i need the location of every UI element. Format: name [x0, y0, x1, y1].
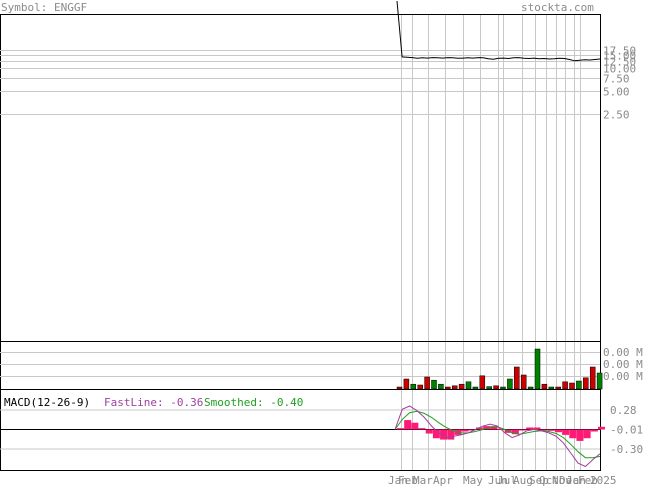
macd-smoothed-line: [394, 410, 601, 459]
volume-bar: [396, 386, 403, 390]
macd-histogram-bar: [468, 429, 476, 431]
price-tick-label: 2.50: [603, 109, 630, 122]
volume-bar: [520, 374, 527, 390]
macd-histogram-bar: [562, 429, 570, 435]
x-tick-label: Nov: [552, 474, 572, 486]
x-tick-label: Jan: [566, 474, 586, 486]
volume-bar: [507, 378, 513, 390]
volume-bar: [569, 382, 575, 390]
price-tick-label: 17.50: [603, 45, 636, 58]
site-label: stockta.com: [521, 1, 594, 14]
macd-fast-label: FastLine: -0.36: [104, 396, 203, 409]
volume-bar: [438, 383, 444, 390]
volume-bar: [424, 376, 430, 390]
volume-bar: [562, 381, 568, 390]
volume-bar: [486, 386, 492, 390]
macd-histogram-bar: [540, 429, 548, 431]
x-tick-label: Jul: [497, 474, 517, 486]
volume-bar: [527, 386, 534, 390]
x-tick-label: Mar: [413, 474, 433, 486]
macd-tick-label: -0.01: [610, 424, 643, 437]
volume-bar: [479, 375, 486, 390]
volume-tick-label: 0.00 M: [603, 358, 643, 371]
macd-histogram-bar: [411, 422, 419, 430]
volume-bar: [451, 385, 458, 390]
macd-histogram-bar: [590, 429, 598, 432]
macd-histogram-bar: [483, 426, 491, 430]
volume-bar: [534, 348, 541, 390]
x-tick-label: 2025: [590, 474, 617, 486]
macd-histogram-bar: [397, 428, 404, 430]
volume-bar: [417, 384, 423, 390]
macd-histogram-bar: [440, 429, 448, 440]
volume-bar: [493, 385, 499, 390]
volume-bar: [410, 383, 417, 390]
macd-fast-line: [394, 405, 601, 468]
macd-histogram-bar: [418, 428, 426, 430]
macd-histogram-bar: [519, 429, 527, 431]
price-tick-label: 12.50: [603, 56, 636, 69]
volume-bar: [541, 383, 548, 390]
macd-histogram-bar: [598, 426, 605, 430]
macd-histogram-bar: [569, 429, 577, 439]
macd-histogram-bar: [447, 429, 455, 440]
macd-label: MACD(12-26-9): [4, 396, 90, 409]
macd-histogram-bar: [533, 427, 541, 430]
macd-histogram-bar: [490, 426, 498, 430]
volume-bar: [589, 366, 596, 390]
volume-bar: [465, 381, 472, 390]
x-tick-label: Oct: [539, 474, 559, 486]
price-tick-label: 5.00: [603, 86, 630, 99]
x-tick-label: Jun: [488, 474, 508, 486]
price-tick-label: 10.00: [603, 63, 636, 76]
volume-tick-label: 0.00 M: [603, 370, 643, 383]
volume-bar: [458, 383, 465, 390]
x-tick-label: Apr: [433, 474, 453, 486]
x-tick-label: May: [463, 474, 483, 486]
macd-histogram-bar: [404, 420, 412, 430]
macd-histogram-bar: [432, 429, 440, 439]
x-tick-label: Jan: [388, 474, 408, 486]
macd-tick-label: 0.28: [610, 404, 637, 417]
x-tick-label: Feb: [398, 474, 418, 486]
volume-bar: [445, 386, 451, 390]
volume-bar: [403, 378, 410, 390]
macd-histogram-bar: [576, 429, 584, 441]
macd-histogram-bar: [425, 429, 433, 434]
volume-bar: [555, 386, 561, 390]
volume-bar: [583, 377, 589, 390]
macd-histogram-bar: [547, 429, 555, 431]
x-tick-label: Aug: [513, 474, 533, 486]
price-series-line: [396, 0, 601, 62]
x-tick-label: Sep: [529, 474, 549, 486]
macd-histogram-bar: [526, 427, 534, 430]
volume-bar: [514, 366, 520, 390]
volume-bar: [500, 386, 506, 390]
x-tick-label: Dec: [559, 474, 579, 486]
macd-histogram-bar: [583, 429, 591, 439]
macd-smooth-label: Smoothed: -0.40: [204, 396, 303, 409]
volume-panel: 0.00 M0.00 M0.00 M: [0, 341, 643, 390]
macd-histogram-bar: [461, 429, 469, 432]
macd-histogram-bar: [554, 429, 562, 433]
symbol-label: Symbol: ENGGF: [1, 1, 87, 14]
macd-panel: 0.28 -0.01 -0.30 MACD(12-26-9) FastLine: -…: [0, 389, 643, 471]
volume-bar: [596, 372, 603, 390]
volume-tick-label: 0.00 M: [603, 346, 643, 359]
volume-bar: [431, 379, 437, 390]
macd-histogram-bar: [511, 429, 519, 435]
x-tick-label: Feb: [578, 474, 598, 486]
macd-histogram-bar: [475, 427, 483, 430]
macd-tick-label: -0.30: [610, 443, 643, 456]
price-tick-label: 15.00: [603, 50, 636, 63]
volume-bar: [472, 386, 479, 390]
volume-bar: [548, 386, 555, 390]
price-tick-label: 7.50: [603, 73, 630, 86]
volume-bar: [576, 380, 582, 390]
